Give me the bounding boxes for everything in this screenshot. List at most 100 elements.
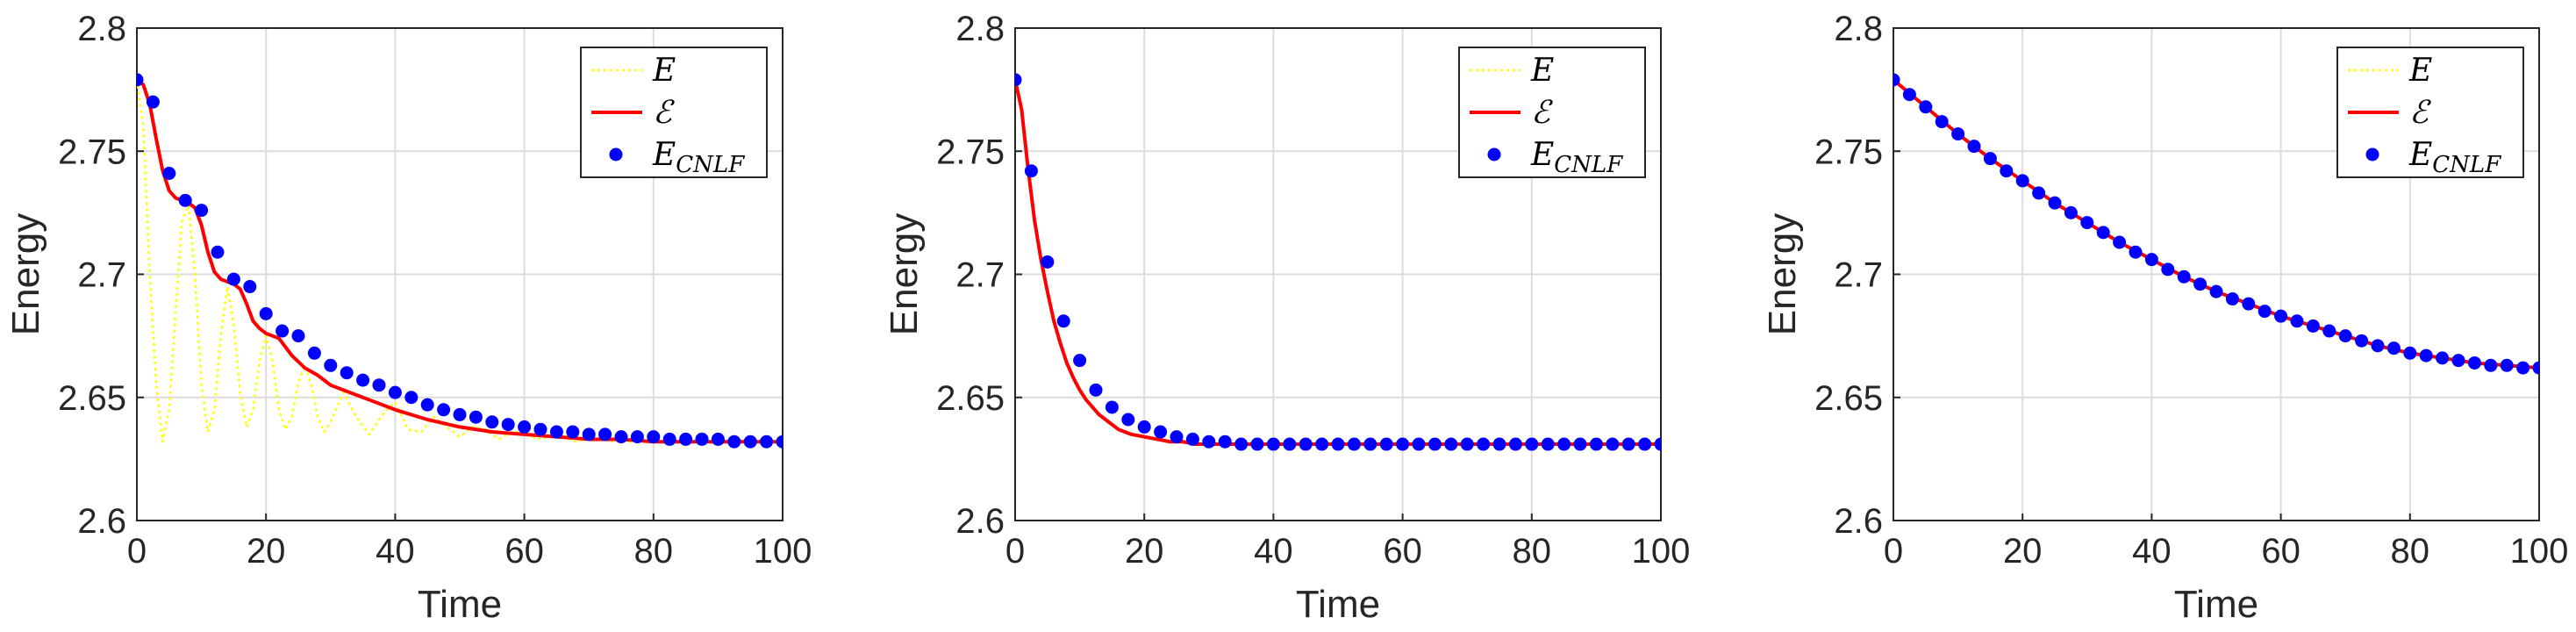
marker-point bbox=[404, 391, 419, 405]
x-axis-label: Time bbox=[418, 583, 502, 626]
marker-point bbox=[2386, 341, 2401, 356]
marker-point bbox=[679, 432, 693, 446]
marker-point bbox=[1508, 437, 1522, 451]
marker-point bbox=[2193, 277, 2207, 291]
y-tick-label: 2.7 bbox=[1834, 256, 1883, 295]
marker-point bbox=[259, 306, 273, 320]
marker-point bbox=[1089, 383, 1103, 397]
marker-point bbox=[2467, 356, 2481, 370]
marker-point bbox=[162, 166, 176, 180]
marker-point bbox=[1621, 437, 1635, 451]
marker-point bbox=[2225, 292, 2239, 306]
marker-point bbox=[2080, 216, 2094, 230]
marker-point bbox=[1266, 437, 1280, 451]
marker-point bbox=[566, 425, 580, 439]
marker-point bbox=[1477, 437, 1491, 451]
marker-point bbox=[711, 432, 725, 446]
marker-point bbox=[437, 403, 451, 417]
x-tick-label: 0 bbox=[1005, 532, 1025, 571]
marker-point bbox=[137, 73, 144, 87]
plot-series bbox=[1893, 73, 2539, 375]
y-tick-label: 2.75 bbox=[936, 133, 1005, 171]
marker-point bbox=[1283, 437, 1297, 451]
chart-panel-3: 0 20 40 60 80 100 2.6 2.65 2.7 2.75 2.8 Time Energy E… bbox=[1761, 10, 2568, 626]
legend-label: E bbox=[652, 53, 676, 89]
plot-series bbox=[1015, 73, 1661, 451]
legend-label: E bbox=[2408, 53, 2432, 89]
marker-point bbox=[501, 418, 515, 432]
marker-point bbox=[1347, 437, 1361, 451]
marker-point bbox=[195, 204, 209, 218]
marker-point bbox=[1589, 437, 1603, 451]
marker-point bbox=[2500, 358, 2514, 372]
marker-point bbox=[1170, 430, 1184, 444]
y-tick-label: 2.6 bbox=[1834, 502, 1883, 541]
marker-point bbox=[1428, 437, 1442, 451]
marker-point bbox=[1919, 100, 1933, 114]
axes-box bbox=[136, 27, 784, 521]
marker-point bbox=[2032, 186, 2046, 200]
marker-point bbox=[2355, 334, 2369, 348]
x-tick-label: 80 bbox=[634, 532, 674, 571]
marker-point bbox=[1638, 437, 1652, 451]
marker-point bbox=[2242, 297, 2256, 311]
marker-point bbox=[2484, 358, 2498, 372]
marker-point bbox=[630, 430, 644, 444]
marker-point bbox=[178, 193, 192, 207]
marker-point bbox=[1041, 255, 1055, 269]
legend-label: E bbox=[1530, 53, 1554, 89]
marker-point bbox=[1202, 434, 1216, 449]
marker-point bbox=[275, 324, 290, 338]
x-tick-label: 0 bbox=[127, 532, 147, 571]
marker-point bbox=[388, 385, 402, 399]
x-tick-label: 0 bbox=[1884, 532, 1903, 571]
legend-label: ECNLF bbox=[1530, 137, 1623, 178]
x-axis-label: Time bbox=[1296, 583, 1380, 626]
marker-point bbox=[2129, 245, 2143, 259]
marker-point bbox=[1234, 437, 1249, 451]
marker-point bbox=[2258, 305, 2272, 319]
y-axis-label: Energy bbox=[1761, 213, 1804, 335]
marker-point bbox=[2436, 351, 2450, 365]
marker-point bbox=[2177, 269, 2191, 284]
y-tick-label: 2.75 bbox=[58, 133, 126, 171]
marker-point bbox=[727, 434, 741, 449]
x-tick-label: 100 bbox=[754, 532, 812, 571]
x-tick-label: 60 bbox=[504, 532, 544, 571]
marker-point bbox=[614, 430, 628, 444]
x-tick-label: 40 bbox=[2132, 532, 2172, 571]
marker-point bbox=[582, 427, 596, 442]
x-tick-label: 40 bbox=[1254, 532, 1293, 571]
axes-box bbox=[1014, 27, 1662, 521]
marker-point bbox=[598, 427, 612, 442]
legend-label: ECNLF bbox=[652, 137, 745, 178]
y-tick-label: 2.7 bbox=[77, 256, 126, 295]
marker-point bbox=[695, 432, 709, 446]
marker-point bbox=[743, 434, 757, 449]
marker-point bbox=[1331, 437, 1345, 451]
marker-point bbox=[2144, 253, 2158, 267]
marker-point bbox=[2516, 361, 2530, 375]
marker-point bbox=[372, 378, 386, 392]
marker-point bbox=[1983, 152, 1997, 166]
marker-point bbox=[1154, 425, 1168, 439]
x-tick-label: 100 bbox=[1632, 532, 1691, 571]
marker-point bbox=[776, 434, 783, 449]
marker-point bbox=[647, 430, 661, 444]
marker-point bbox=[1893, 73, 1900, 87]
marker-point bbox=[340, 366, 354, 380]
x-tick-label: 20 bbox=[247, 532, 286, 571]
marker-point bbox=[2113, 235, 2127, 249]
marker-point bbox=[2338, 329, 2352, 343]
marker-point bbox=[2209, 284, 2223, 298]
y-axis-label: Energy bbox=[883, 213, 926, 335]
marker-point bbox=[1105, 400, 1119, 414]
marker-point bbox=[1056, 314, 1070, 328]
marker-point bbox=[760, 434, 774, 449]
marker-point bbox=[2322, 324, 2336, 338]
marker-point bbox=[1460, 437, 1474, 451]
x-tick-label: 80 bbox=[2391, 532, 2430, 571]
x-tick-label: 60 bbox=[1383, 532, 1422, 571]
plot-series bbox=[137, 73, 783, 449]
marker-point bbox=[1573, 437, 1587, 451]
